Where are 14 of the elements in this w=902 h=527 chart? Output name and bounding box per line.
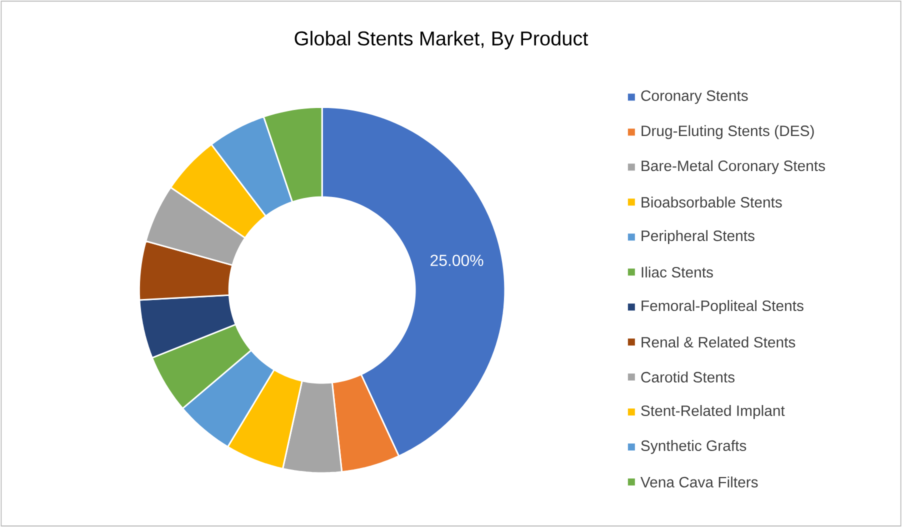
legend-label: Coronary Stents [641, 90, 748, 104]
legend-label: Drug-Eluting Stents (DES) [642, 125, 814, 140]
legend-label: Peripheral Stents [642, 230, 754, 244]
legend-label: Bare-Metal Coronary Stents [642, 160, 825, 174]
legend-label: Synthetic Grafts [641, 440, 746, 454]
legend-label: Renal & Related Stents [642, 336, 796, 348]
legend-label: Iliac Stents [642, 266, 713, 278]
data-label: 25.00% [430, 254, 484, 266]
legend-label: Vena Cava Filters [640, 476, 758, 488]
legend-label: Bioabsorbable Stents [642, 196, 782, 208]
legend-label: Stent-Related Implant [641, 404, 785, 419]
legend-label: Femoral-Popliteal Stents [642, 300, 804, 314]
legend-label: Carotid Stents [641, 371, 735, 382]
chart-title: Global Stents Market, By Product [294, 30, 588, 50]
